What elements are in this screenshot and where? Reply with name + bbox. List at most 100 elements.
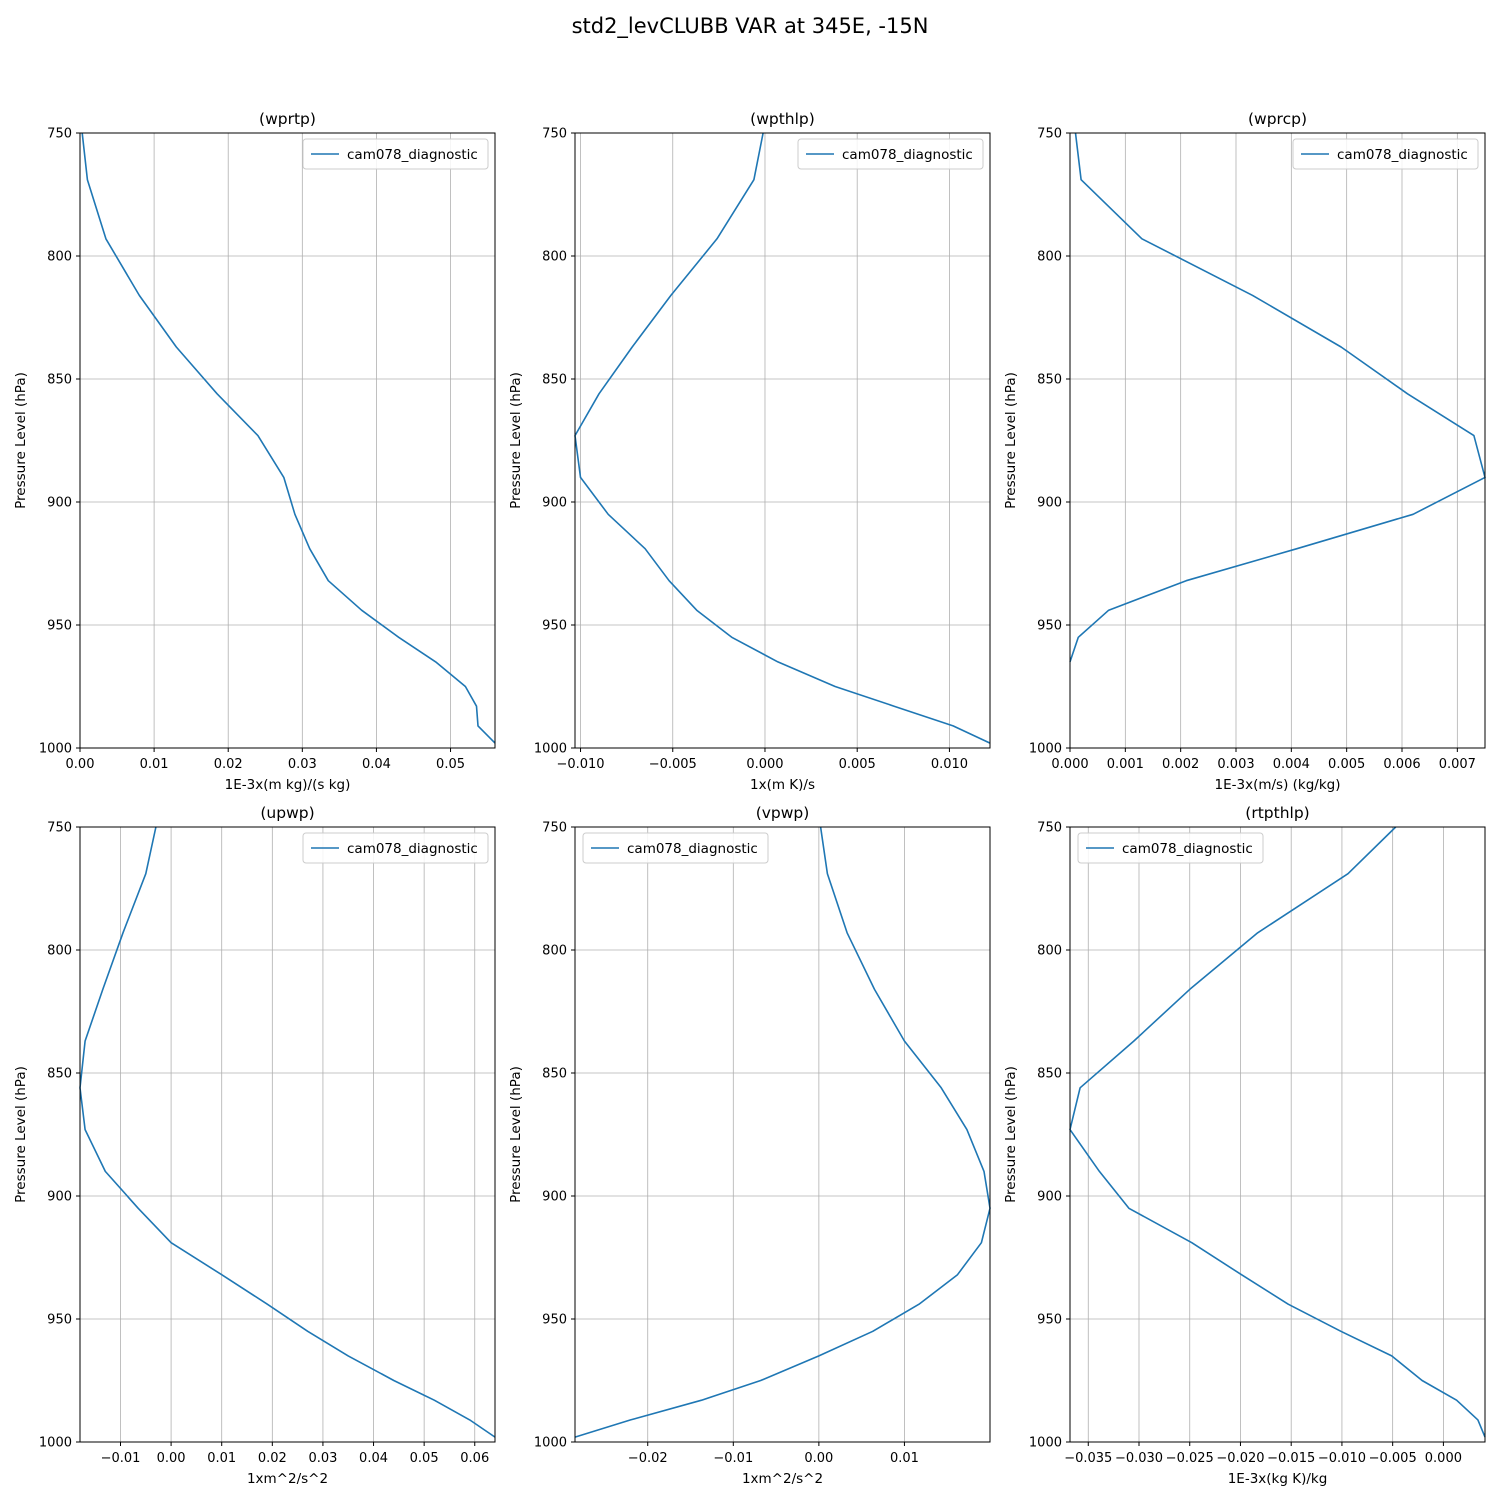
x-tick-label: 0.010 — [931, 757, 968, 772]
x-tick-label: 0.01 — [890, 1451, 919, 1466]
y-tick-label: 850 — [542, 373, 567, 388]
x-tick-label: −0.020 — [1216, 1451, 1264, 1466]
panel-title: (rtpthlp) — [1245, 804, 1309, 822]
y-tick-label: 1000 — [534, 742, 567, 757]
x-tick-label: 0.000 — [1425, 1451, 1462, 1466]
y-tick-label: 850 — [542, 1067, 567, 1082]
x-axis-label: 1xm^2/s^2 — [742, 1471, 823, 1487]
x-tick-label: 0.005 — [1328, 757, 1365, 772]
x-tick-label: 0.04 — [359, 1451, 388, 1466]
legend-label: cam078_diagnostic — [347, 147, 478, 163]
x-tick-label: 0.03 — [288, 757, 317, 772]
figure-title: std2_levCLUBB VAR at 345E, -15N — [571, 14, 929, 38]
x-tick-label: 0.00 — [66, 757, 95, 772]
legend: cam078_diagnostic — [797, 138, 984, 170]
y-tick-label: 850 — [47, 1067, 72, 1082]
y-axis-label: Pressure Level (hPa) — [13, 1066, 29, 1203]
x-tick-label: 0.02 — [214, 757, 243, 772]
panel-title: (upwp) — [260, 804, 314, 822]
y-tick-label: 900 — [1037, 1190, 1062, 1205]
x-tick-label: 0.00 — [804, 1451, 833, 1466]
panel-title: (vpwp) — [756, 804, 810, 822]
y-tick-label: 950 — [542, 619, 567, 634]
y-tick-label: 1000 — [1029, 1436, 1062, 1451]
x-axis-label: 1E-3x(m kg)/(s kg) — [225, 777, 351, 793]
x-tick-label: −0.01 — [713, 1451, 753, 1466]
x-tick-label: 0.006 — [1383, 757, 1420, 772]
y-tick-label: 950 — [1037, 619, 1062, 634]
x-tick-label: 0.02 — [258, 1451, 287, 1466]
x-tick-label: −0.01 — [101, 1451, 141, 1466]
x-tick-label: 0.001 — [1107, 757, 1144, 772]
y-tick-label: 800 — [47, 250, 72, 265]
chart-panel: −0.035 −0.030 −0.025 −0.020 −0.015 −0.010 −0.0… — [1003, 804, 1486, 1487]
legend-box — [797, 138, 984, 170]
x-tick-label: 0.03 — [308, 1451, 337, 1466]
panel-title: (wpthlp) — [750, 110, 815, 128]
y-tick-label: 1000 — [39, 742, 72, 757]
y-tick-label: 750 — [47, 127, 72, 142]
x-tick-label: 0.002 — [1162, 757, 1199, 772]
y-tick-label: 850 — [1037, 373, 1062, 388]
panel-title: (wprtp) — [259, 110, 316, 128]
x-tick-label: 0.01 — [207, 1451, 236, 1466]
y-tick-label: 800 — [47, 944, 72, 959]
legend: cam078_diagnostic — [582, 832, 769, 864]
legend-label: cam078_diagnostic — [347, 841, 478, 857]
y-tick-label: 750 — [542, 821, 567, 836]
y-tick-label: 950 — [542, 1313, 567, 1328]
y-axis-label: Pressure Level (hPa) — [508, 372, 524, 509]
x-tick-label: −0.005 — [1369, 1451, 1417, 1466]
x-tick-label: 0.01 — [140, 757, 169, 772]
legend: cam078_diagnostic — [302, 138, 489, 170]
x-tick-label: −0.025 — [1166, 1451, 1214, 1466]
x-tick-label: −0.015 — [1267, 1451, 1315, 1466]
legend-label: cam078_diagnostic — [1337, 147, 1468, 163]
panel-title: (wprcp) — [1248, 110, 1307, 128]
series-line — [574, 826, 991, 1438]
chart-panel: −0.02 −0.01 0.00 0.01 750 800 850 900 950 1000 (vp… — [508, 804, 991, 1487]
x-tick-label: 0.06 — [460, 1451, 489, 1466]
y-tick-label: 900 — [47, 1190, 72, 1205]
chart-panel: −0.010 −0.005 0.000 0.005 0.010 750 800 850 900 9… — [508, 110, 991, 793]
y-tick-label: 750 — [47, 821, 72, 836]
x-tick-label: 0.000 — [1051, 757, 1088, 772]
x-tick-label: −0.035 — [1064, 1451, 1112, 1466]
x-tick-label: 0.05 — [410, 1451, 439, 1466]
x-axis-label: 1xm^2/s^2 — [247, 1471, 328, 1487]
y-tick-label: 750 — [1037, 821, 1062, 836]
y-tick-label: 900 — [542, 1190, 567, 1205]
x-axis-label: 1E-3x(m/s) (kg/kg) — [1215, 777, 1341, 793]
axes-frame — [79, 132, 496, 749]
y-tick-label: 900 — [47, 496, 72, 511]
y-axis-label: Pressure Level (hPa) — [508, 1066, 524, 1203]
series-line — [574, 132, 991, 744]
y-axis-label: Pressure Level (hPa) — [13, 372, 29, 509]
legend-box — [302, 832, 489, 864]
axes-frame — [1069, 826, 1486, 1443]
y-tick-label: 850 — [47, 373, 72, 388]
x-tick-label: 0.007 — [1439, 757, 1476, 772]
chart-panel: 0.00 0.01 0.02 0.03 0.04 0.05 750 800 850 900 950 1… — [13, 110, 496, 793]
series-line — [1069, 826, 1486, 1438]
legend: cam078_diagnostic — [302, 832, 489, 864]
series-line — [81, 132, 496, 744]
y-tick-label: 800 — [1037, 250, 1062, 265]
y-tick-label: 850 — [1037, 1067, 1062, 1082]
y-tick-label: 950 — [47, 1313, 72, 1328]
y-tick-label: 1000 — [534, 1436, 567, 1451]
y-axis-label: Pressure Level (hPa) — [1003, 1066, 1019, 1203]
y-tick-label: 900 — [1037, 496, 1062, 511]
y-tick-label: 800 — [542, 944, 567, 959]
x-axis-label: 1E-3x(kg K)/kg — [1228, 1471, 1328, 1487]
x-tick-label: 0.005 — [839, 757, 876, 772]
legend-box — [582, 832, 769, 864]
axes-frame — [1069, 132, 1486, 749]
axes-frame — [574, 132, 991, 749]
legend-box — [1292, 138, 1479, 170]
chart-panel: 0.000 0.001 0.002 0.003 0.004 0.005 0.006 0.007… — [1003, 110, 1486, 793]
legend-label: cam078_diagnostic — [627, 841, 758, 857]
legend-label: cam078_diagnostic — [1122, 841, 1253, 857]
